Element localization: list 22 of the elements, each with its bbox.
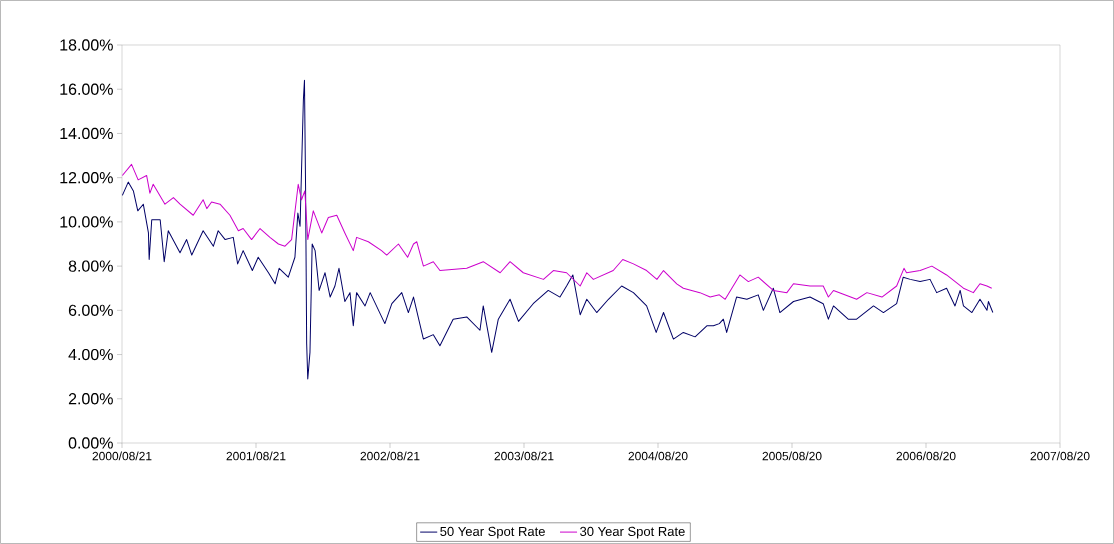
legend-label: 50 Year Spot Rate — [440, 526, 545, 539]
x-tick-label: 2000/08/21 — [92, 451, 152, 461]
y-tick-label: 14.00% — [60, 127, 113, 140]
line-series — [121, 79, 994, 380]
y-tick-label: 6.00% — [68, 304, 113, 316]
x-tick-label: 2005/08/20 — [762, 451, 822, 461]
y-tick-label: 18.00% — [60, 39, 113, 51]
y-tick-label: 12.00% — [60, 172, 113, 184]
x-tick-label: 2003/08/21 — [494, 451, 554, 461]
x-tick-label: 2004/08/20 — [628, 451, 688, 461]
x-tick-label: 2002/08/21 — [360, 451, 420, 461]
x-tick-label: 2007/08/20 — [1030, 451, 1090, 461]
y-tick-label: 2.00% — [68, 393, 113, 405]
x-tick-label: 2006/08/20 — [896, 451, 956, 461]
y-tick-label: 16.00% — [60, 83, 113, 95]
y-tick-label: 4.00% — [68, 348, 113, 361]
y-tick-label: 10.00% — [60, 216, 113, 228]
y-tick-label: 8.00% — [68, 260, 113, 272]
line-series — [121, 163, 993, 300]
y-tick-label: 0.00% — [68, 437, 113, 449]
legend-label: 30 Year Spot Rate — [580, 526, 685, 539]
x-tick-label: 2001/08/21 — [226, 451, 286, 461]
